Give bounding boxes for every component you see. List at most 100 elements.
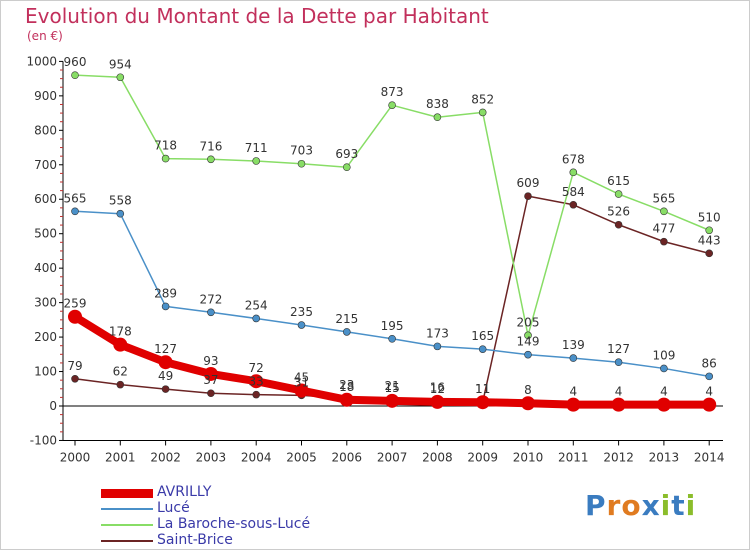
- data-label: 4: [660, 385, 668, 399]
- data-label: 11: [475, 382, 490, 396]
- data-point: [524, 350, 532, 359]
- x-tick-label: 2013: [649, 450, 680, 464]
- logo-letter: x: [641, 489, 661, 522]
- data-point: [524, 192, 532, 200]
- data-label: 31: [294, 375, 309, 389]
- data-label: 72: [249, 361, 264, 375]
- data-label: 173: [426, 326, 449, 340]
- data-point: [161, 385, 170, 393]
- y-tick-label: 800: [34, 123, 57, 137]
- data-point: [385, 393, 400, 408]
- legend-label: La Baroche-sous-Lucé: [157, 516, 311, 532]
- data-label: 11: [475, 382, 490, 396]
- data-point: [430, 394, 445, 409]
- data-label: 711: [245, 141, 268, 155]
- logo-letter: o: [621, 489, 642, 522]
- x-tick-label: 2000: [60, 450, 91, 464]
- data-point: [614, 358, 623, 367]
- legend-label: Saint-Brice: [157, 532, 233, 548]
- logo-letter: r: [606, 489, 622, 522]
- y-tick-label: -100: [30, 433, 57, 447]
- legend-swatch: [101, 508, 153, 510]
- y-tick-label: 700: [34, 158, 57, 172]
- data-label: 33: [249, 375, 264, 389]
- data-label: 12: [430, 382, 445, 396]
- data-label: 45: [294, 370, 309, 384]
- data-label: 289: [154, 286, 177, 300]
- x-tick-label: 2011: [558, 450, 589, 464]
- x-tick-label: 2012: [603, 450, 634, 464]
- y-tick-label: 500: [34, 227, 57, 241]
- legend-swatch: [101, 524, 153, 526]
- data-point: [478, 108, 487, 117]
- data-label: 615: [607, 174, 630, 188]
- data-label: 49: [158, 369, 173, 383]
- data-label: 584: [562, 185, 585, 199]
- data-label: 954: [109, 57, 132, 71]
- data-label: 838: [426, 97, 449, 111]
- data-point: [342, 163, 351, 171]
- data-label: 205: [517, 315, 540, 329]
- data-point: [614, 220, 623, 229]
- data-label: 165: [471, 329, 494, 343]
- data-point: [614, 190, 623, 198]
- data-label: 565: [652, 191, 675, 205]
- chart-unit: (en €): [27, 29, 63, 43]
- legend-item: Lucé: [101, 500, 401, 517]
- y-tick-label: 300: [34, 296, 57, 310]
- data-point: [339, 392, 354, 407]
- data-label: 15: [384, 381, 399, 395]
- data-label: 178: [109, 325, 132, 339]
- data-label: 477: [652, 222, 675, 236]
- data-label: 565: [64, 191, 87, 205]
- data-point: [113, 337, 128, 352]
- data-point: [660, 364, 668, 373]
- data-point: [475, 395, 490, 410]
- data-label: 259: [64, 297, 87, 311]
- data-point: [71, 374, 79, 383]
- data-point: [161, 154, 170, 163]
- data-point: [611, 397, 626, 412]
- x-tick-label: 2008: [422, 450, 453, 464]
- data-point: [705, 372, 714, 381]
- logo-letter: P: [585, 489, 607, 522]
- data-label: 109: [652, 348, 675, 362]
- data-label: 79: [67, 359, 82, 373]
- y-tick-label: 100: [34, 365, 57, 379]
- data-label: 86: [702, 356, 717, 370]
- data-label: 852: [471, 92, 494, 106]
- y-tick-label: 400: [34, 261, 57, 275]
- legend: AVRILLY Lucé La Baroche-sous-Lucé Saint-Bri…: [101, 484, 401, 549]
- data-point: [252, 314, 260, 323]
- data-point: [433, 113, 442, 122]
- data-label: 558: [109, 194, 132, 208]
- logo-letter: i: [660, 489, 672, 522]
- data-point: [388, 335, 396, 343]
- x-tick-label: 2010: [513, 450, 544, 464]
- legend-swatch: [101, 488, 153, 498]
- data-label: 703: [290, 144, 313, 158]
- data-point: [524, 331, 532, 340]
- legend-item: AVRILLY: [101, 484, 401, 501]
- x-tick-label: 2002: [150, 450, 181, 464]
- legend-item: Saint-Brice: [101, 532, 401, 549]
- data-label: 139: [562, 338, 585, 352]
- y-tick-label: 900: [34, 89, 57, 103]
- legend-swatch: [101, 540, 153, 542]
- data-label: 718: [154, 139, 177, 153]
- data-label: 127: [154, 342, 177, 356]
- data-label: 215: [335, 312, 358, 326]
- chart-title: Evolution du Montant de la Dette par Hab…: [25, 4, 489, 28]
- data-label: 93: [203, 354, 218, 368]
- data-label: 678: [562, 152, 585, 166]
- data-point: [660, 237, 668, 246]
- data-label: 195: [381, 319, 404, 333]
- data-point: [433, 342, 442, 351]
- data-label: 609: [517, 176, 540, 190]
- data-point: [388, 101, 396, 109]
- legend-item: La Baroche-sous-Lucé: [101, 516, 401, 533]
- y-tick-label: 1000: [26, 54, 57, 68]
- data-label: 510: [698, 210, 721, 224]
